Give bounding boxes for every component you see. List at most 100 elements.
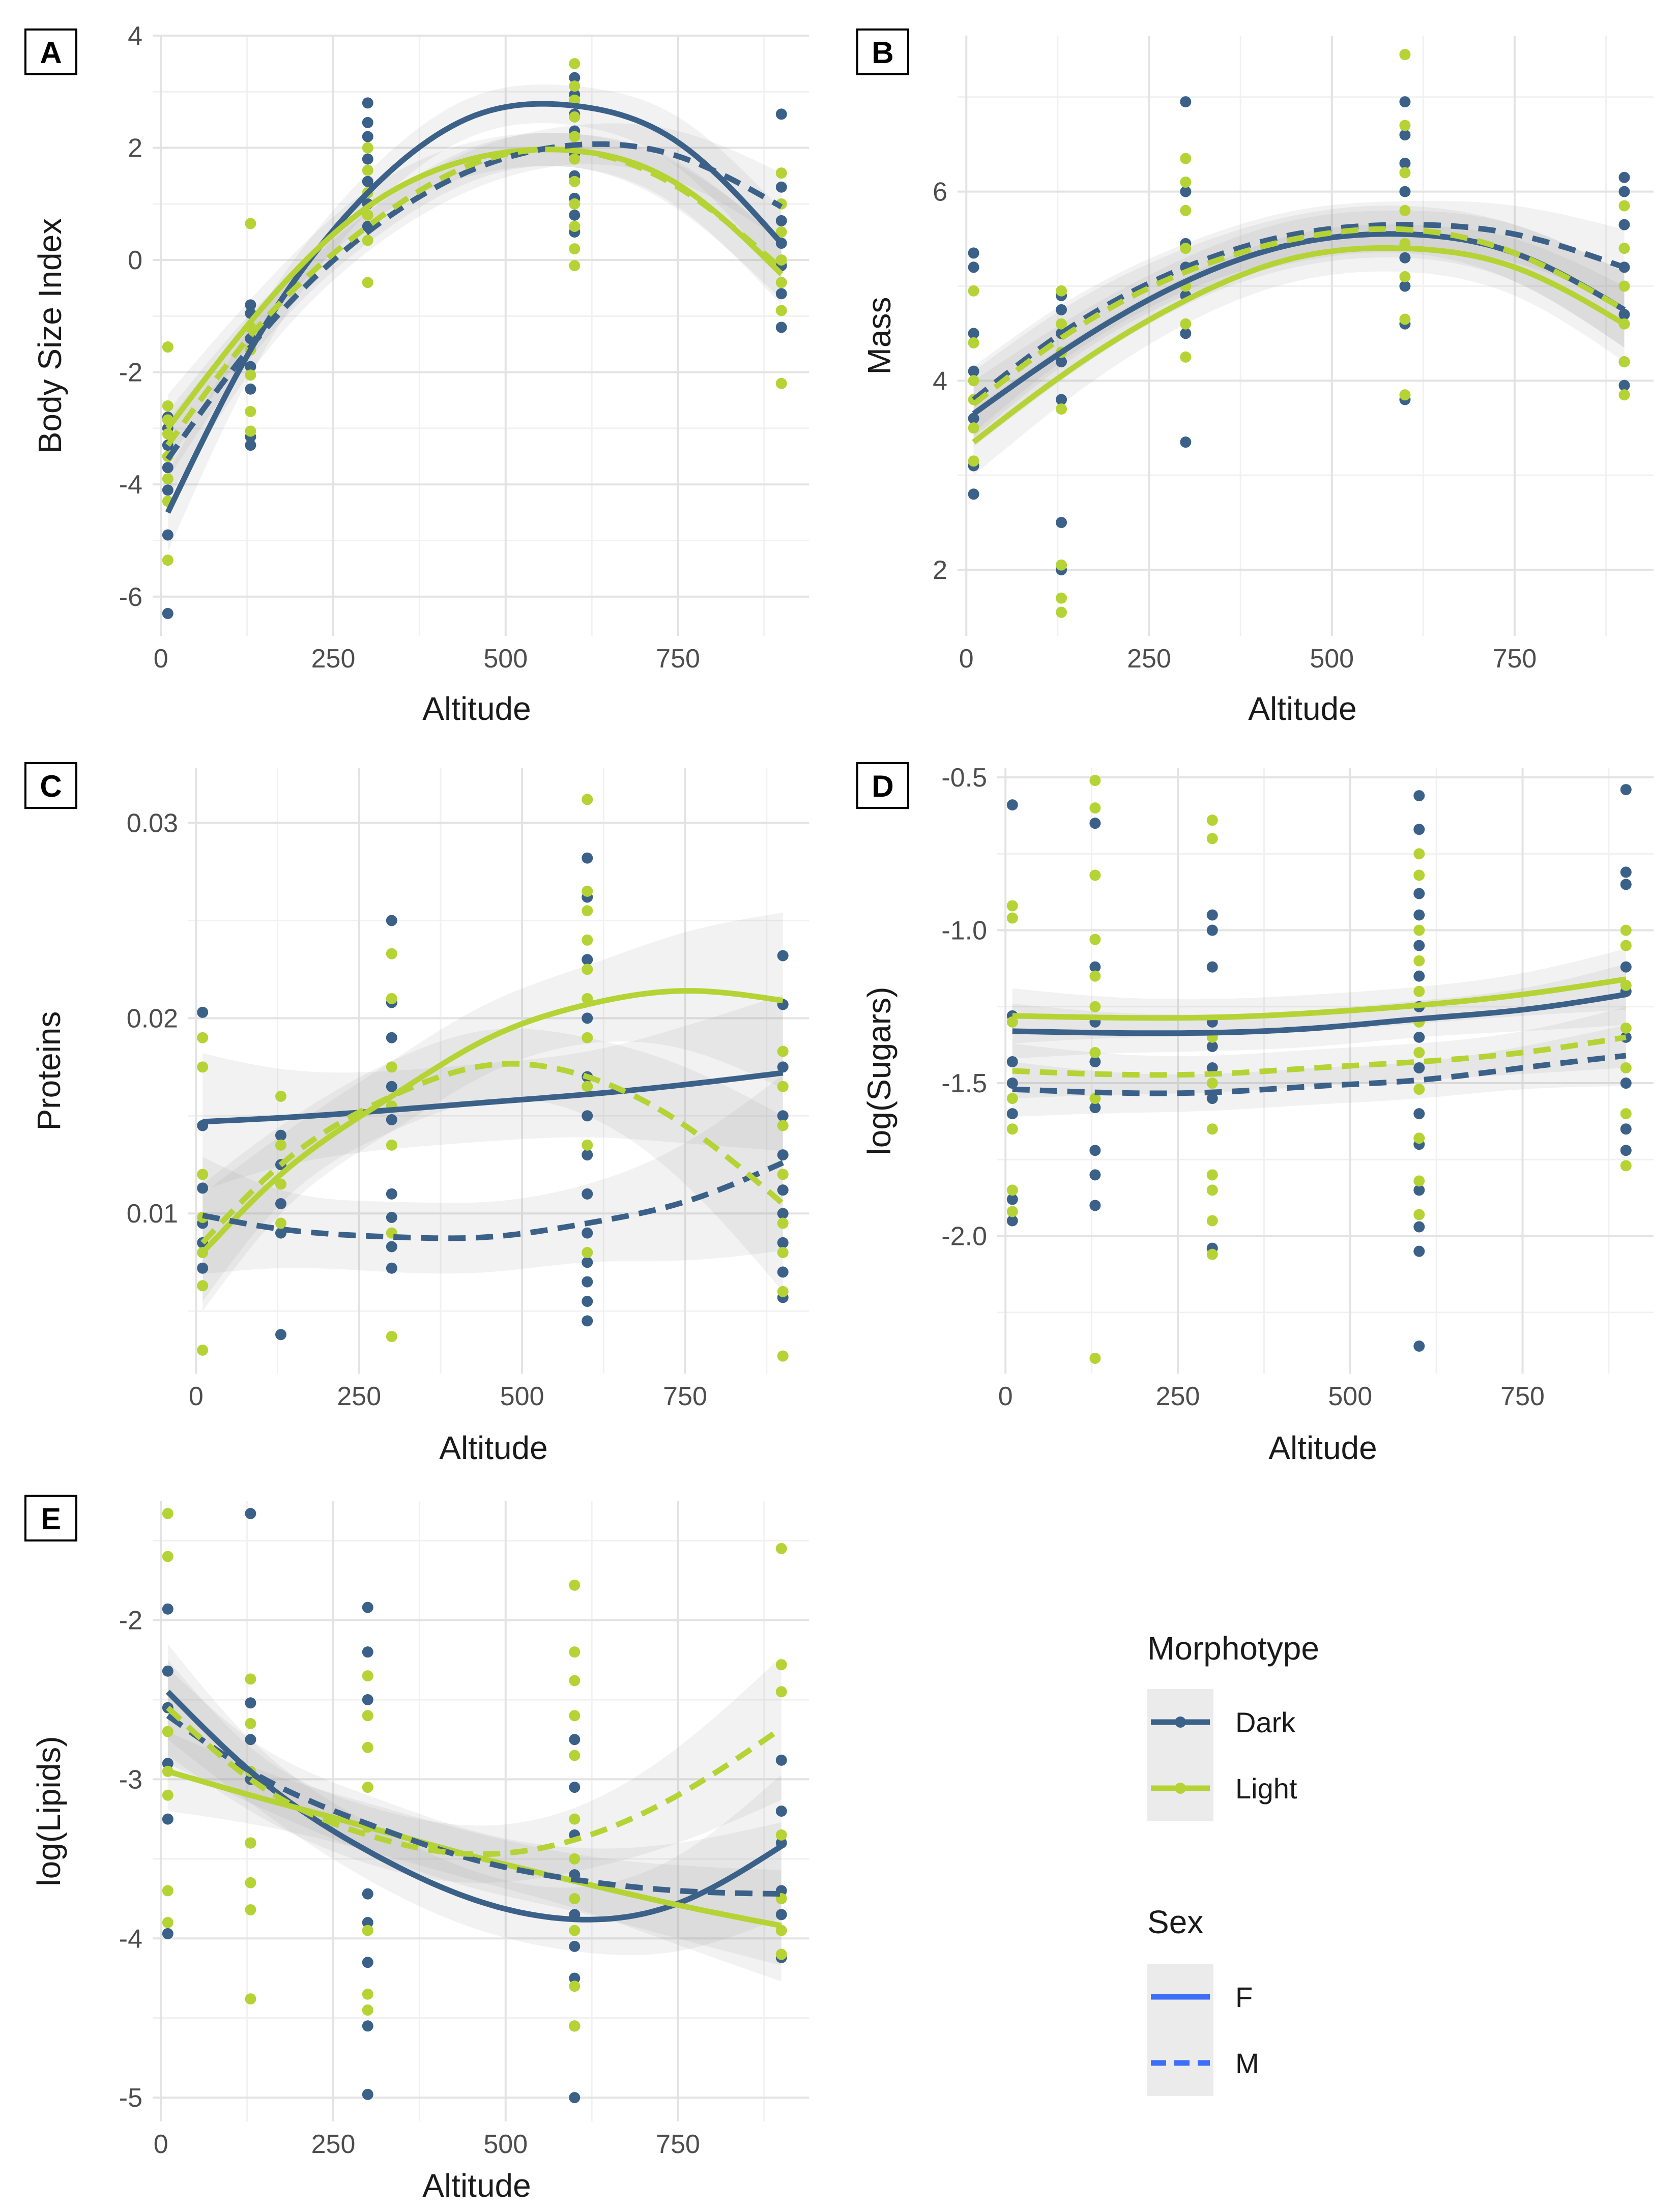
panel-b-point-dark	[1399, 157, 1411, 169]
panel-d-point-dark	[1006, 1194, 1018, 1205]
panel-e-point-dark	[569, 1940, 581, 1952]
panel-e-point-dark	[775, 1909, 787, 1921]
panel-c-point-light	[197, 1061, 209, 1073]
panel-c-x-tick-label: 750	[663, 1382, 707, 1411]
panel-a-point-dark	[362, 97, 373, 109]
panel-e-y-tick-label: -3	[119, 1765, 142, 1794]
panel-c-point-light	[582, 934, 593, 946]
panel-d: 0 250 500 750 -2.0 -1.5 -1.0 -0.5 D Altitude lo…	[856, 762, 1654, 1466]
panel-e-point-light	[569, 1710, 581, 1722]
panel-a-point-light	[362, 164, 373, 176]
panel-c-line-dark-m	[202, 1160, 784, 1241]
panel-e-plot-area: 0 250 500 750 -5 -4 -3 -2	[119, 1501, 809, 2159]
panel-d-point-dark	[1413, 940, 1425, 951]
panel-b-point-dark	[1056, 304, 1067, 315]
panel-b-point-dark	[1618, 380, 1630, 391]
panel-a-point-dark	[245, 361, 256, 372]
panel-c-point-light	[197, 1280, 209, 1292]
panel-e-point-dark	[362, 1694, 373, 1706]
panel-d-point-light	[1413, 1046, 1425, 1058]
panel-c-point-light	[197, 1032, 209, 1043]
panel-e-point-light	[569, 1646, 581, 1658]
panel-d-y-tick-label: -1.0	[941, 916, 987, 946]
panel-a-point-light	[775, 305, 787, 316]
panel-e-point-dark	[162, 1813, 173, 1825]
panel-a-point-dark	[245, 299, 256, 311]
panel-a-x-tick-label: 750	[656, 644, 700, 674]
panel-d-line-light-f	[1012, 976, 1627, 1021]
panel-c-point-light	[275, 1139, 286, 1151]
panel-b-point-light	[1180, 243, 1192, 254]
panel-e-y-tick-label: -4	[119, 1924, 142, 1954]
panel-a-point-dark	[162, 484, 173, 496]
panel-a-point-dark	[775, 181, 787, 193]
panel-a-y-tick-label: 0	[128, 246, 142, 275]
panel-b-point-dark	[1056, 394, 1067, 405]
legend-morphotype-title: Morphotype	[1147, 1630, 1319, 1667]
panel-d-point-dark	[1413, 1108, 1425, 1120]
panel-b-point-dark	[1180, 437, 1192, 448]
panel-e-point-dark	[362, 2020, 373, 2032]
panel-e-point-light	[362, 2004, 373, 2016]
panel-b-plot-area: 0 250 500 750 2 4 6	[933, 36, 1654, 674]
panel-a-point-light	[775, 254, 787, 266]
panel-b-point-light	[1618, 356, 1630, 368]
panel-c-point-light	[582, 905, 593, 917]
panel-d-point-light	[1006, 912, 1018, 924]
panel-d-point-dark	[1206, 924, 1218, 936]
panel-d-point-light	[1620, 1022, 1632, 1034]
panel-d-point-dark	[1006, 1056, 1018, 1067]
legend: Morphotype Dark Light Sex F M	[1147, 1630, 1319, 2096]
panel-d-point-dark	[1089, 818, 1101, 829]
panel-a-line-dark-m	[165, 141, 783, 461]
panel-a-y-tick-label: -4	[119, 470, 142, 500]
panel-c-point-dark	[386, 915, 397, 926]
panel-e-point-dark	[775, 1754, 787, 1766]
panel-d-y-tick-label: -2.0	[941, 1222, 987, 1252]
panel-e-point-light	[362, 1670, 373, 1682]
panel-d-point-light	[1089, 1093, 1101, 1104]
panel-a-point-dark	[362, 153, 373, 165]
panel-a-point-light	[775, 167, 787, 179]
panel-d-point-dark	[1620, 866, 1632, 878]
panel-e-point-dark	[569, 1734, 581, 1745]
panel-c-point-dark	[275, 1227, 286, 1239]
panel-a-x-axis-title: Altitude	[422, 690, 531, 727]
panel-a-y-axis-title: Body Size Index	[32, 218, 68, 454]
panel-a-point-dark	[362, 176, 373, 187]
panel-d-point-light	[1413, 1084, 1425, 1095]
panel-c-point-dark	[386, 1262, 397, 1274]
panel-e-point-light	[775, 1543, 787, 1554]
panel-e-point-light	[569, 2020, 581, 2032]
panel-c-point-dark	[582, 1315, 593, 1327]
panel-e-point-dark	[775, 1806, 787, 1817]
panel-c-point-light	[582, 1247, 593, 1258]
panel-b-x-tick-label: 0	[959, 644, 974, 674]
panel-c-point-dark	[386, 1032, 397, 1043]
panel-e-point-light	[569, 1579, 581, 1591]
panel-e-point-dark	[569, 1972, 581, 1984]
panel-d-line-light-m	[1012, 1034, 1627, 1078]
panel-e-point-light	[569, 1813, 581, 1825]
panel-c-point-light	[197, 1344, 209, 1356]
panel-c-point-light	[275, 1217, 286, 1229]
panel-b-point-dark	[1399, 252, 1411, 264]
panel-b-point-light	[1056, 318, 1067, 330]
panel-a-point-dark	[162, 607, 173, 619]
panel-d-point-light	[1413, 955, 1425, 967]
panel-a-point-light	[362, 235, 373, 246]
panel-d-tag: D	[872, 769, 893, 803]
panel-b-point-dark	[1399, 129, 1411, 141]
panel-d-point-dark	[1413, 824, 1425, 835]
panel-c-y-axis-title: Proteins	[31, 1011, 67, 1131]
panel-a-point-light	[775, 277, 787, 288]
panel-d-point-light	[1620, 979, 1632, 991]
panel-b-point-dark	[1618, 309, 1630, 321]
panel-b-point-dark	[1399, 186, 1411, 197]
panel-d-point-dark	[1089, 1145, 1101, 1156]
panel-e-point-dark	[245, 1734, 256, 1745]
panel-a-line-dark-f	[165, 101, 784, 514]
panel-b-point-light	[1618, 200, 1630, 212]
panel-c-point-dark	[582, 852, 593, 864]
panel-c-point-dark	[582, 1295, 593, 1307]
